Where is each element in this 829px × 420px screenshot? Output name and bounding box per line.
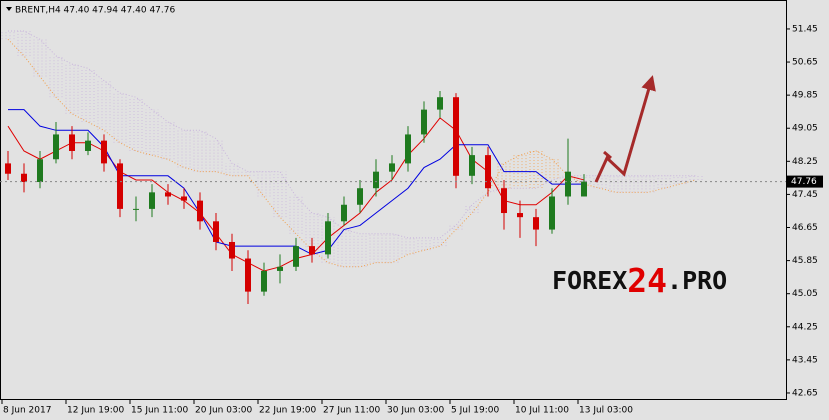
candle-body [341, 204, 347, 222]
watermark-part: .PRO [667, 266, 727, 295]
x-tick-label: 30 Jun 03:00 [387, 406, 444, 416]
y-tick-label: 44.25 [792, 322, 818, 332]
candle-body [5, 163, 11, 174]
candle-body [405, 134, 411, 164]
candle-body [437, 97, 443, 110]
y-tick-label: 46.65 [792, 223, 818, 233]
candle-body [181, 196, 187, 201]
candle-body [517, 213, 523, 218]
watermark-part: 24 [627, 261, 667, 300]
candle-body [85, 140, 91, 151]
y-tick-label: 48.25 [792, 157, 818, 167]
candle-body [485, 155, 491, 189]
y-tick-label: 51.45 [792, 24, 818, 34]
y-tick-label: 43.45 [792, 355, 818, 365]
candle-body [549, 196, 555, 230]
candle-body [453, 97, 459, 176]
candle-body [245, 258, 251, 292]
candle-body [149, 192, 155, 209]
watermark: FOREX24.PRO [552, 261, 727, 300]
x-tick-label: 12 Jun 19:00 [67, 406, 124, 416]
candle-body [69, 134, 75, 151]
x-tick-label: 22 Jun 19:00 [259, 406, 316, 416]
candle-body [133, 208, 139, 210]
candle-body [325, 221, 331, 255]
candle-body [229, 241, 235, 259]
x-tick-label: 10 Jul 11:00 [515, 406, 569, 416]
candle-body [53, 134, 59, 160]
x-tick-label: 8 Jun 2017 [3, 406, 51, 416]
candle-body [389, 163, 395, 172]
y-tick-label: 47.45 [792, 190, 818, 200]
candle-body [357, 188, 363, 205]
candle-body [421, 109, 427, 135]
x-tick-label: 20 Jun 03:00 [195, 406, 252, 416]
x-tick-label: 15 Jun 11:00 [131, 406, 188, 416]
arrow-head [603, 150, 612, 160]
candle-body [117, 163, 123, 209]
y-tick-label: 42.65 [792, 388, 818, 398]
candle-body [261, 270, 267, 292]
candle-body [213, 221, 219, 242]
candle-body [565, 171, 571, 197]
watermark-part: FOREX [552, 266, 627, 295]
last-price-box [787, 175, 823, 188]
symbol-menu-icon [6, 7, 12, 11]
candle-body [165, 192, 171, 197]
y-tick-label: 49.05 [792, 124, 818, 134]
candle-body [101, 140, 107, 164]
candle-body [197, 200, 203, 222]
last-price-label: 47.76 [791, 177, 817, 187]
x-tick-label: 27 Jun 11:00 [323, 406, 380, 416]
candle-body [21, 173, 27, 183]
candle-body [277, 266, 283, 271]
y-tick-label: 45.05 [792, 289, 818, 299]
candle-body [469, 155, 475, 176]
x-tick-label: 5 Jul 19:00 [451, 406, 500, 416]
x-tick-label: 13 Jul 03:00 [579, 406, 633, 416]
y-tick-label: 50.65 [792, 58, 818, 68]
candle-body [373, 171, 379, 189]
candle-body [37, 159, 43, 183]
forecast-arrow [594, 75, 656, 183]
candle-body [293, 246, 299, 267]
chart-title: BRENT,H4 47.40 47.94 47.40 47.76 [15, 6, 175, 16]
y-tick-label: 49.85 [792, 91, 818, 101]
candle-body [501, 188, 507, 214]
candle-body [309, 246, 315, 255]
y-tick-label: 45.85 [792, 256, 818, 266]
plot [0, 30, 786, 305]
candle-body [581, 181, 587, 197]
candle-body [533, 217, 539, 230]
